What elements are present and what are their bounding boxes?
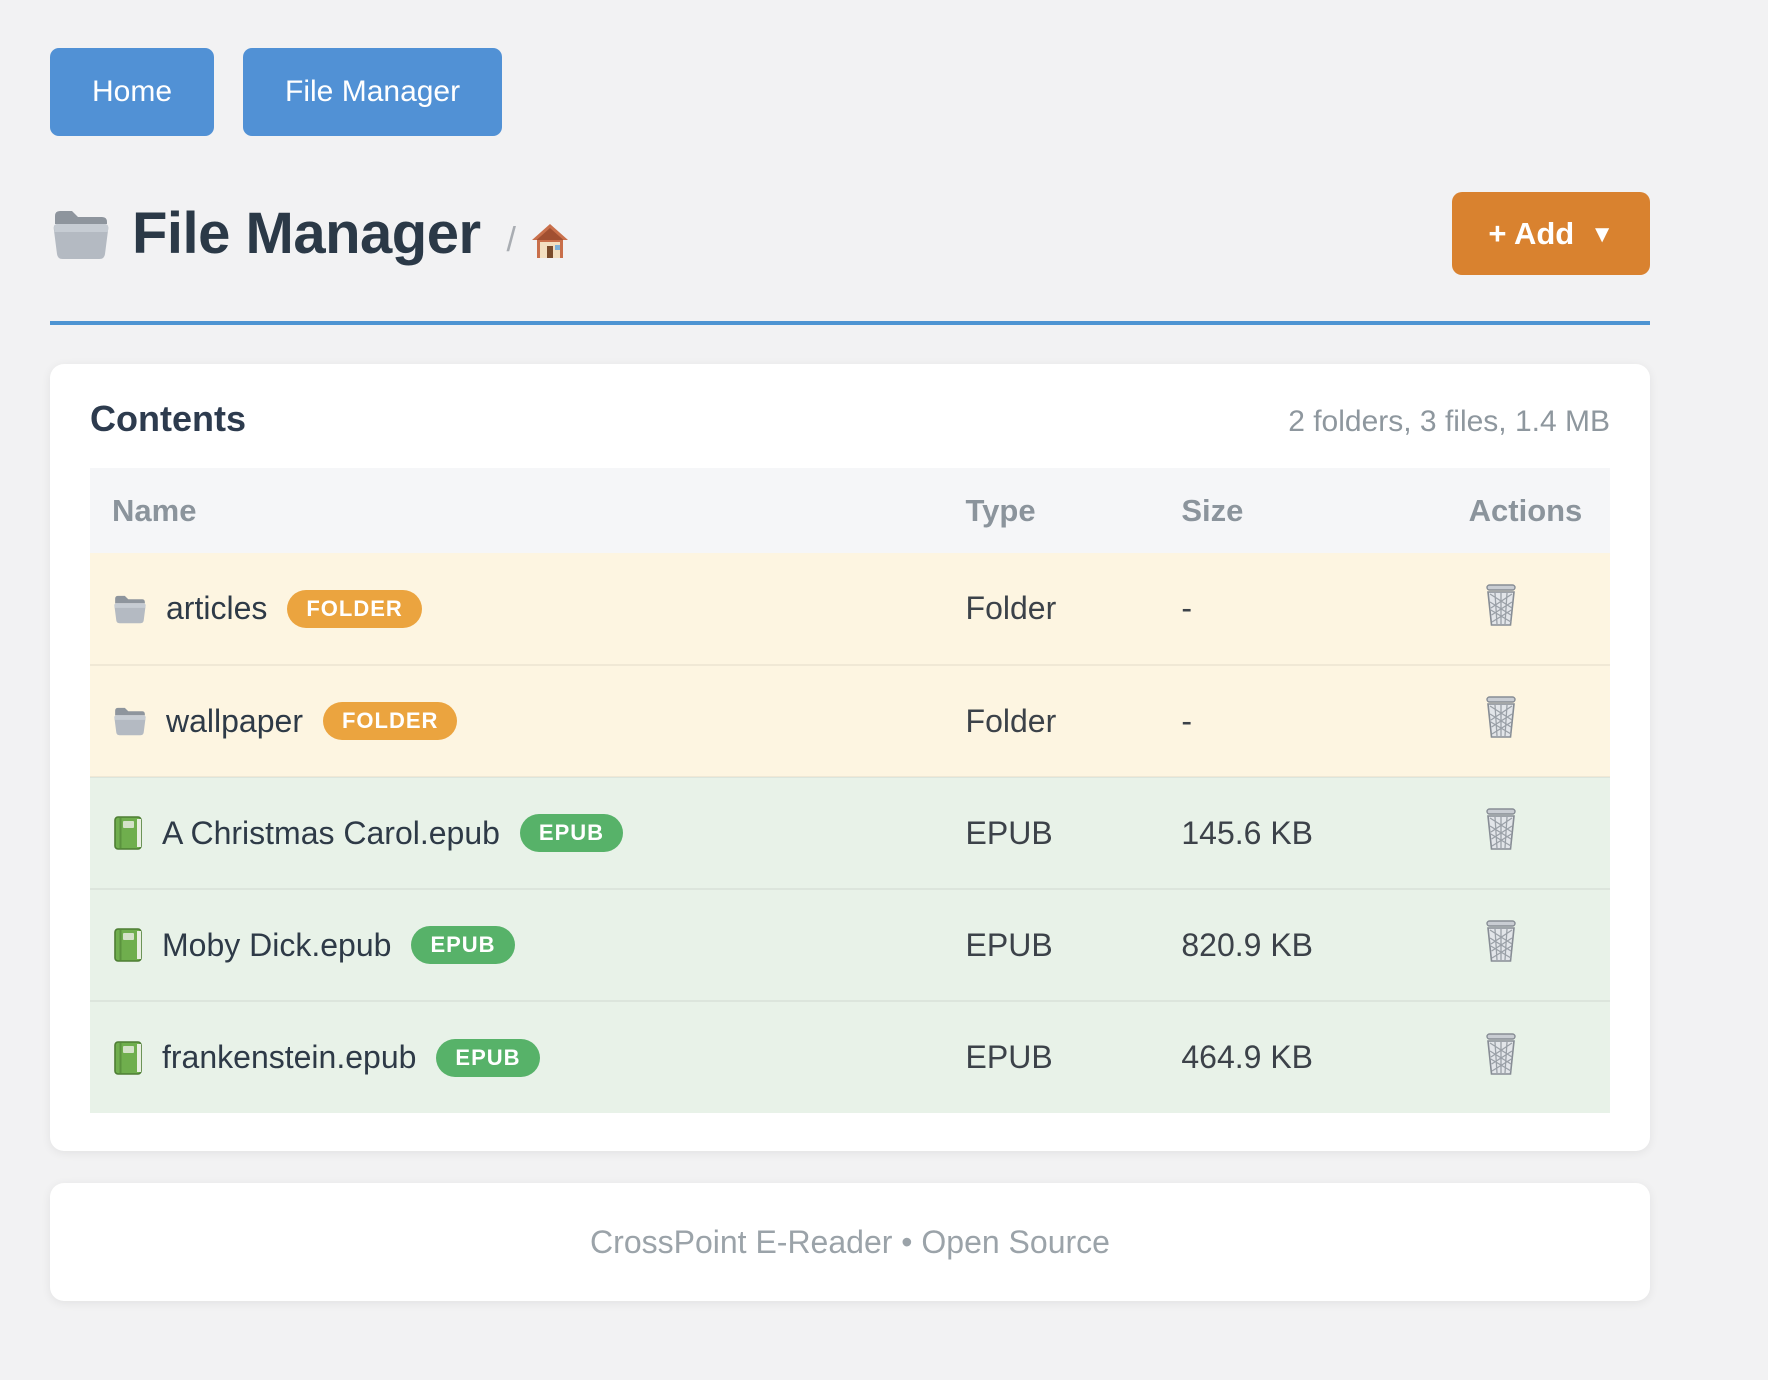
trash-icon xyxy=(1485,808,1516,850)
type-cell: EPUB xyxy=(965,1000,1182,1113)
home-nav-button[interactable]: Home xyxy=(50,48,215,136)
file-table: Name Type Size Actions articles FOLDER F… xyxy=(90,468,1610,1113)
file-name-link[interactable]: A Christmas Carol.epub xyxy=(162,814,500,851)
contents-card: Contents 2 folders, 3 files, 1.4 MB Name… xyxy=(50,364,1650,1151)
page-title: File Manager xyxy=(132,201,481,266)
trash-icon xyxy=(1485,920,1516,962)
folder-icon xyxy=(53,210,109,259)
epub-badge: EPUB xyxy=(519,814,624,852)
delete-button[interactable] xyxy=(1483,695,1519,739)
book-icon xyxy=(114,816,142,850)
breadcrumb: / xyxy=(507,221,570,260)
table-row: articles FOLDER Folder - xyxy=(90,553,1610,665)
column-header-type: Type xyxy=(965,468,1182,553)
contents-summary: 2 folders, 3 files, 1.4 MB xyxy=(1288,405,1610,438)
folder-icon xyxy=(114,595,146,623)
file-name-link[interactable]: frankenstein.epub xyxy=(162,1039,417,1075)
trash-icon xyxy=(1485,696,1516,738)
trash-icon xyxy=(1485,1032,1516,1075)
size-cell: 820.9 KB xyxy=(1181,888,1469,1001)
contents-header: Contents 2 folders, 3 files, 1.4 MB xyxy=(90,398,1610,440)
footer-card: CrossPoint E-Reader • Open Source xyxy=(50,1183,1650,1301)
add-button-label: + Add xyxy=(1488,215,1575,251)
caret-down-icon: ▼ xyxy=(1590,220,1614,248)
folder-name-link[interactable]: wallpaper xyxy=(166,702,303,739)
size-cell: 464.9 KB xyxy=(1181,1000,1469,1113)
home-icon[interactable] xyxy=(530,222,570,260)
footer-text: CrossPoint E-Reader • Open Source xyxy=(590,1223,1110,1260)
folder-badge: FOLDER xyxy=(322,702,458,740)
delete-button[interactable] xyxy=(1483,919,1519,963)
table-row: frankenstein.epub EPUB EPUB 464.9 KB xyxy=(90,1000,1610,1113)
size-cell: - xyxy=(1181,664,1469,777)
file-manager-nav-button[interactable]: File Manager xyxy=(243,48,503,136)
column-header-actions: Actions xyxy=(1468,468,1610,553)
table-row: A Christmas Carol.epub EPUB EPUB 145.6 K… xyxy=(90,776,1610,889)
page-container: Home File Manager File Manager / + Add ▼… xyxy=(50,0,1650,1301)
page-header: File Manager / + Add ▼ xyxy=(50,192,1650,275)
file-name-link[interactable]: Moby Dick.epub xyxy=(162,926,392,963)
table-header-row: Name Type Size Actions xyxy=(90,468,1610,553)
size-cell: 145.6 KB xyxy=(1181,776,1469,889)
folder-name-link[interactable]: articles xyxy=(166,590,268,626)
folder-badge: FOLDER xyxy=(287,589,422,628)
trash-icon xyxy=(1485,583,1516,626)
size-cell: - xyxy=(1181,553,1469,665)
table-row: Moby Dick.epub EPUB EPUB 820.9 KB xyxy=(90,888,1610,1001)
title-group: File Manager / xyxy=(50,200,570,267)
column-header-size: Size xyxy=(1181,468,1469,553)
folder-icon xyxy=(114,707,146,736)
top-nav: Home File Manager xyxy=(50,0,1650,136)
type-cell: EPUB xyxy=(965,776,1182,889)
delete-button[interactable] xyxy=(1483,583,1519,627)
add-button[interactable]: + Add ▼ xyxy=(1452,192,1650,275)
type-cell: Folder xyxy=(965,553,1182,665)
book-icon xyxy=(114,1040,142,1075)
delete-button[interactable] xyxy=(1483,807,1519,851)
table-row: wallpaper FOLDER Folder - xyxy=(90,664,1610,777)
book-icon xyxy=(114,928,142,962)
header-divider xyxy=(50,321,1650,325)
epub-badge: EPUB xyxy=(411,926,515,964)
contents-heading: Contents xyxy=(90,398,246,439)
type-cell: Folder xyxy=(965,664,1182,777)
type-cell: EPUB xyxy=(965,888,1182,1001)
delete-button[interactable] xyxy=(1483,1032,1519,1076)
epub-badge: EPUB xyxy=(436,1038,540,1077)
column-header-name: Name xyxy=(90,468,966,553)
breadcrumb-separator: / xyxy=(506,221,516,259)
